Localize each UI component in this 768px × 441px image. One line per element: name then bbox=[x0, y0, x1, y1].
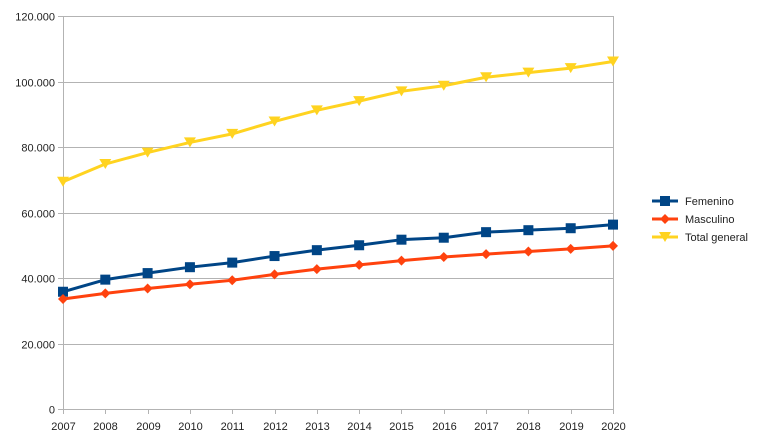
data-point bbox=[141, 147, 154, 158]
data-point bbox=[311, 245, 322, 256]
x-tick-label: 2010 bbox=[178, 421, 202, 433]
legend-label: Total general bbox=[685, 232, 748, 244]
legend-item: Masculino bbox=[652, 214, 735, 226]
y-tick-label: 120.000 bbox=[15, 12, 55, 24]
legend-label: Masculino bbox=[685, 214, 735, 226]
data-point bbox=[227, 275, 238, 286]
legend-item: Femenino bbox=[652, 196, 734, 208]
series-group bbox=[57, 56, 619, 304]
data-point bbox=[268, 116, 281, 127]
y-tick-label: 80.000 bbox=[21, 143, 55, 155]
y-tick-label: 40.000 bbox=[21, 274, 55, 286]
legend-label: Femenino bbox=[685, 196, 734, 208]
x-tick-label: 2020 bbox=[601, 421, 625, 433]
data-point bbox=[58, 293, 68, 304]
series-line bbox=[62, 60, 614, 184]
data-point bbox=[481, 249, 492, 260]
data-point bbox=[480, 72, 493, 83]
data-point bbox=[99, 159, 112, 170]
x-tick-label: 2016 bbox=[432, 421, 456, 433]
data-point bbox=[481, 227, 492, 238]
data-point bbox=[311, 264, 322, 275]
data-point bbox=[353, 96, 366, 107]
data-point bbox=[523, 246, 534, 257]
x-tick-label: 2017 bbox=[474, 421, 498, 433]
data-point bbox=[523, 225, 534, 236]
data-point bbox=[396, 255, 407, 266]
data-point bbox=[310, 105, 323, 116]
y-tick-label: 60.000 bbox=[21, 209, 55, 221]
data-point bbox=[565, 243, 576, 254]
x-tick-label: 2011 bbox=[221, 421, 245, 433]
data-point bbox=[354, 240, 365, 251]
data-point bbox=[607, 56, 619, 67]
x-tick-label: 2012 bbox=[263, 421, 287, 433]
data-point bbox=[269, 269, 280, 280]
data-point bbox=[58, 286, 68, 297]
x-tick-label: 2015 bbox=[389, 421, 413, 433]
data-point bbox=[608, 240, 618, 251]
data-point bbox=[100, 274, 111, 285]
series-line bbox=[62, 244, 614, 301]
data-point bbox=[226, 128, 239, 139]
x-tick-label: 2009 bbox=[136, 421, 160, 433]
x-axis-ticks: 2007 2008 2009 2010 2011 2012 2013 2014 2015 2016… bbox=[51, 421, 625, 433]
legend-marker bbox=[660, 214, 670, 224]
data-point bbox=[396, 234, 407, 245]
data-point bbox=[438, 252, 449, 263]
data-point bbox=[565, 223, 576, 234]
y-tick-label: 100.000 bbox=[15, 78, 55, 90]
x-tick-label: 2018 bbox=[516, 421, 540, 433]
series-total-general bbox=[57, 56, 619, 187]
x-tick-label: 2008 bbox=[93, 421, 117, 433]
data-point bbox=[183, 137, 196, 148]
data-point bbox=[184, 262, 195, 273]
data-point bbox=[57, 176, 69, 187]
legend-marker bbox=[659, 232, 671, 242]
data-point bbox=[269, 251, 280, 262]
data-point bbox=[438, 232, 449, 243]
series-masculino bbox=[58, 240, 618, 304]
data-point bbox=[522, 67, 535, 78]
y-tick-label: 0 bbox=[49, 405, 55, 417]
y-tick-label: 20.000 bbox=[21, 340, 55, 352]
grid-lines bbox=[58, 16, 614, 414]
series-femenino bbox=[58, 219, 618, 297]
data-point bbox=[142, 268, 153, 279]
x-tick-label: 2007 bbox=[51, 421, 75, 433]
data-point bbox=[354, 259, 365, 270]
data-point bbox=[184, 279, 195, 290]
data-point bbox=[395, 86, 408, 97]
data-point bbox=[564, 63, 577, 74]
legend-marker bbox=[660, 196, 670, 206]
data-point bbox=[608, 219, 618, 230]
series-line bbox=[62, 223, 614, 294]
x-tick-label: 2019 bbox=[559, 421, 583, 433]
legend: Femenino Masculino Total general bbox=[652, 196, 748, 244]
data-point bbox=[100, 288, 111, 299]
x-tick-label: 2014 bbox=[347, 421, 371, 433]
legend-item: Total general bbox=[652, 232, 748, 244]
data-point bbox=[227, 257, 238, 268]
y-axis-ticks: 0 20.000 40.000 60.000 80.000 100.000 120.000 bbox=[15, 12, 55, 417]
x-tick-label: 2013 bbox=[305, 421, 329, 433]
data-point bbox=[437, 80, 450, 91]
data-point bbox=[142, 283, 153, 294]
